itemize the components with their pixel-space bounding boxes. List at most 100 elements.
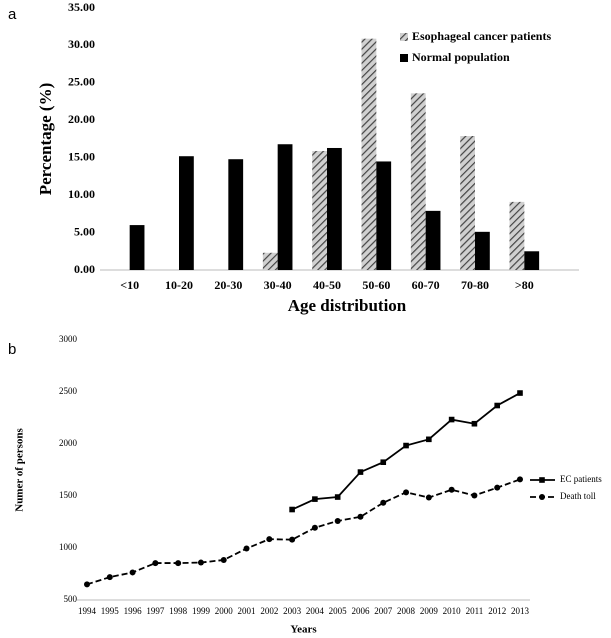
point	[448, 416, 455, 423]
x-tick-label: 2001	[238, 606, 256, 616]
point	[220, 556, 227, 563]
point	[311, 524, 318, 531]
point	[426, 436, 432, 443]
x-tick-label: 2010	[443, 606, 462, 616]
point	[289, 506, 295, 513]
legend-label: Death toll	[560, 491, 596, 501]
bar	[524, 251, 540, 270]
x-tick-label: 2004	[306, 606, 325, 616]
y-tick-label: 35.00	[68, 0, 95, 14]
x-axis-title: Years	[290, 624, 317, 636]
x-tick-label: 30-40	[264, 278, 292, 292]
x-tick-label: 10-20	[165, 278, 193, 292]
bar	[460, 136, 475, 270]
x-tick-label: 1995	[101, 606, 120, 616]
point	[197, 559, 204, 566]
x-tick-label: 1998	[169, 606, 188, 616]
bar	[327, 147, 342, 270]
y-tick-label: 1500	[59, 490, 78, 500]
bar	[277, 144, 293, 270]
y-tick-label: 20.00	[68, 112, 95, 126]
y-tick-label: 5.00	[74, 224, 95, 238]
point	[471, 492, 478, 499]
legend-label: EC patients	[560, 474, 602, 484]
y-tick-label: 30.00	[68, 37, 95, 51]
point	[106, 574, 113, 581]
y-axis-title: Numer of persons	[14, 428, 26, 512]
x-tick-label: <10	[120, 278, 139, 292]
x-tick-label: 2009	[420, 606, 439, 616]
bar	[179, 156, 194, 270]
panel-label: a	[8, 6, 17, 23]
point	[425, 494, 432, 501]
point	[152, 560, 159, 567]
bar	[312, 150, 327, 270]
x-tick-label: 2013	[511, 606, 530, 616]
x-tick-label: 1997	[146, 606, 165, 616]
x-tick-label: 2012	[488, 606, 506, 616]
point	[494, 402, 501, 409]
legend-swatch	[400, 33, 408, 41]
point	[266, 536, 273, 543]
legend-label: Esophageal cancer patients	[412, 29, 551, 43]
bar	[410, 93, 426, 270]
legend-swatch	[400, 54, 408, 62]
y-tick-label: 500	[64, 594, 78, 604]
point	[175, 560, 182, 567]
y-tick-label: 10.00	[68, 187, 95, 201]
bar	[475, 231, 490, 270]
x-tick-label: 50-60	[362, 278, 390, 292]
x-tick-label: 60-70	[412, 278, 440, 292]
x-tick-label: 2002	[260, 606, 278, 616]
x-tick-label: 2007	[374, 606, 393, 616]
x-tick-label: 40-50	[313, 278, 341, 292]
point	[334, 494, 341, 500]
point	[403, 489, 410, 496]
bar	[262, 252, 278, 270]
point	[517, 390, 523, 396]
x-tick-label: 2006	[351, 606, 370, 616]
point	[448, 486, 455, 493]
bar	[425, 210, 441, 270]
point	[289, 536, 296, 543]
point	[539, 494, 545, 500]
x-tick-label: >80	[515, 278, 534, 292]
legend-label: Normal population	[412, 50, 510, 64]
x-tick-label: 2011	[466, 606, 484, 616]
point	[380, 459, 387, 465]
bar	[509, 201, 525, 270]
point	[243, 545, 250, 552]
point	[471, 420, 478, 427]
point	[517, 476, 523, 483]
point	[334, 517, 341, 524]
point	[380, 499, 387, 506]
x-tick-label: 70-80	[461, 278, 489, 292]
point	[129, 569, 136, 576]
y-tick-label: 15.00	[68, 149, 95, 163]
point	[357, 513, 364, 520]
bar	[228, 159, 244, 270]
bar	[361, 38, 377, 270]
point	[403, 442, 409, 449]
point	[84, 581, 90, 588]
point	[357, 469, 364, 475]
x-tick-label: 2005	[329, 606, 348, 616]
point	[539, 477, 545, 483]
y-axis-title: Percentage (%)	[36, 83, 55, 196]
y-tick-label: 2500	[59, 386, 78, 396]
x-axis-title: Age distribution	[288, 296, 407, 315]
x-tick-label: 2003	[283, 606, 302, 616]
point	[494, 484, 501, 491]
y-tick-label: 25.00	[68, 75, 95, 89]
x-tick-label: 1996	[124, 606, 143, 616]
x-tick-label: 2008	[397, 606, 416, 616]
bar	[129, 225, 145, 270]
panel-label: b	[8, 341, 16, 358]
x-tick-label: 1999	[192, 606, 211, 616]
y-tick-label: 3000	[59, 334, 78, 344]
y-tick-label: 2000	[59, 438, 78, 448]
point	[312, 496, 318, 502]
line	[86, 478, 521, 586]
x-tick-label: 1994	[78, 606, 97, 616]
